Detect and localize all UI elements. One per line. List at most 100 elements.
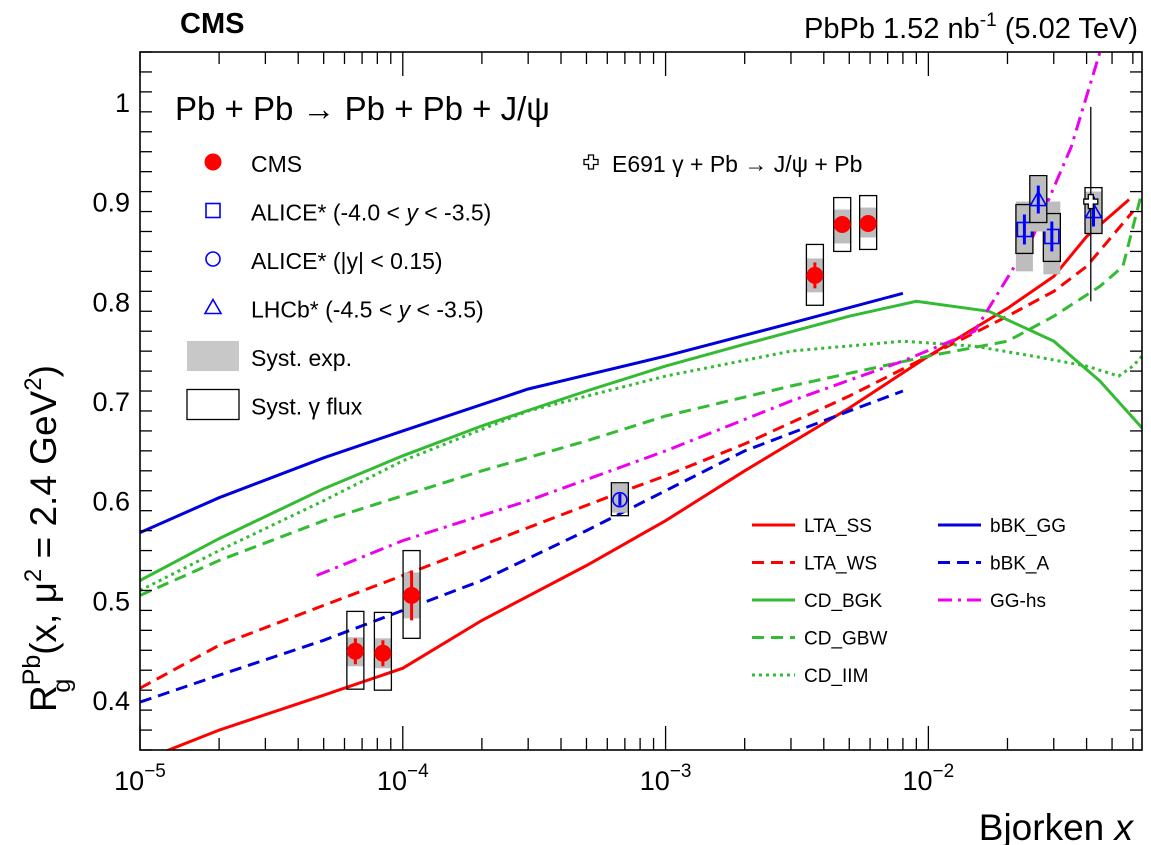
point-0-0-syst-flux: [346, 610, 365, 690]
x-tick-label: 10−2: [903, 761, 955, 796]
y-label-args-a: (x, μ: [23, 582, 64, 655]
curve-gg-hs: [316, 52, 1102, 577]
legend-marker-3: [203, 297, 223, 315]
legend-marker-2: [205, 251, 221, 267]
legend-label-3: LHCb* (-4.5 < y < -3.5): [251, 297, 484, 323]
y-label-sub: g: [48, 679, 76, 693]
point-0-3-syst-flux: [805, 243, 825, 306]
point-0-1-syst-flux: [373, 611, 393, 691]
x-tick-exp: −3: [670, 761, 692, 782]
data-points: [346, 106, 1103, 691]
legend-data: CMS ALICE* (-4.0 < y < -3.5) ALICE* (|y| <…: [186, 151, 491, 421]
legend-label-b: < -3.5): [410, 297, 484, 323]
curve-bbk-a: [140, 389, 904, 704]
point-0-5-syst-flux: [859, 194, 878, 251]
legend-model-label-l0: LTA_SS: [804, 516, 872, 537]
point-2-0-syst-flux: [610, 482, 630, 517]
x-tick-mant: 10: [114, 766, 144, 796]
x-axis-label-var: x: [1113, 807, 1135, 845]
point-1-1-syst-flux: [1042, 212, 1061, 263]
model-curves: [140, 52, 1142, 750]
point-0-0: [346, 642, 364, 660]
legend-label-5: Syst. γ flux: [251, 394, 363, 420]
x-tick-exp: −2: [933, 761, 955, 782]
point-3-1: [1084, 201, 1103, 219]
y-tick-label: 0.7: [92, 387, 130, 417]
lumi-main: PbPb 1.52 nb: [804, 13, 980, 45]
point-1-1: [1044, 228, 1060, 245]
curve-lta-ws: [140, 210, 1135, 690]
y-label-args-b: = 2.4 GeV: [23, 390, 64, 568]
y-tick-label: 1: [115, 88, 130, 118]
y-label-sq: 2: [20, 569, 47, 582]
legend-label-a: ALICE* (|y| < 0.15): [251, 248, 443, 274]
x-axis-label-main: Bjorken: [979, 807, 1115, 845]
legend-models: LTA_SS LTA_WS CD_BGK CD_GBW CD_IIM bBK_GG bBK_…: [752, 516, 1066, 687]
legend-model-label-l3: CD_GBW: [804, 629, 887, 650]
y-axis-label: RPbg(x, μ2 = 2.4 GeV2): [18, 365, 76, 712]
plot-frame: [139, 51, 1143, 751]
curve-cd-gbw: [140, 191, 1142, 597]
legend-label-b: < -3.5): [418, 200, 492, 226]
y-tick-label: 0.5: [92, 586, 130, 616]
curve-bbk-gg: [140, 291, 904, 534]
legend-label-i: y: [397, 297, 412, 323]
y-tick-label: 0.4: [92, 686, 130, 716]
x-tick-mant: 10: [377, 766, 407, 796]
legend-label-1: ALICE* (-4.0 < y < -3.5): [251, 200, 491, 226]
point-0-4: [833, 216, 851, 234]
point-3-1-syst-flux: [1084, 186, 1103, 235]
legend-model-label-l4: CD_IIM: [804, 666, 868, 687]
x-tick-exp: −4: [407, 761, 429, 782]
y-tick-label: 0.9: [92, 188, 130, 218]
x-tick-exp: −5: [144, 761, 166, 782]
curve-lta-ss: [164, 198, 1130, 750]
legend-label-a: ALICE* (-4.0 <: [251, 200, 406, 226]
legend-label-0: CMS: [251, 151, 302, 177]
x-tick-mant: 10: [640, 766, 670, 796]
legend-model-label-r1: bBK_A: [990, 554, 1049, 575]
point-2-0: [612, 491, 628, 508]
luminosity-energy-label: PbPb 1.52 nb-1 (5.02 TeV): [804, 10, 1138, 45]
y-tick-label: 0.8: [92, 287, 130, 317]
point-4-0: [1083, 193, 1099, 210]
x-tick-label: 10−4: [377, 761, 429, 796]
y-label-sq2: 2: [20, 377, 47, 390]
legend-e691-marker: [583, 154, 599, 170]
x-tick-mant: 10: [903, 766, 933, 796]
plot-title: Pb + Pb → Pb + Pb + J/ψ: [175, 90, 550, 127]
legend-model-label-r2: GG-hs: [990, 591, 1046, 612]
legend-e691: E691 γ + Pb → J/ψ + Pb: [583, 151, 862, 177]
legend-label-a: LHCb* (-4.5 <: [251, 297, 399, 323]
axes: 10−5 10−4 10−3 10−20.40.50.60.70.80.91: [92, 51, 1143, 796]
legend-label-i: y: [404, 200, 419, 226]
lumi-sup: -1: [980, 10, 997, 31]
x-tick-label: 10−3: [640, 761, 692, 796]
curve-cd-bgk: [140, 299, 1142, 582]
legend-model-label-l1: LTA_WS: [804, 554, 877, 575]
point-0-1: [374, 644, 392, 662]
y-label-base: R: [23, 685, 64, 712]
point-0-2-syst-flux: [402, 549, 421, 639]
legend-label-4: Syst. exp.: [251, 345, 352, 371]
legend-label-2: ALICE* (|y| < 0.15): [251, 248, 443, 274]
y-label-args-c: ): [23, 365, 64, 377]
point-3-0: [1028, 189, 1048, 207]
legend-marker-0: [204, 153, 222, 171]
legend-marker-5: [186, 388, 240, 421]
x-axis-label: Bjorken x: [979, 807, 1135, 845]
curve-cd-iim: [140, 339, 1142, 592]
lumi-energy: (5.02 TeV): [997, 13, 1138, 45]
point-3-0-syst-flux: [1029, 174, 1048, 224]
legend-model-label-l2: CD_BGK: [804, 591, 882, 612]
point-0-5: [859, 215, 877, 233]
y-label-sup: Pb: [18, 655, 46, 686]
legend-e691-label: E691 γ + Pb → J/ψ + Pb: [612, 151, 862, 177]
legend-marker-1: [205, 202, 221, 219]
point-0-2: [403, 586, 421, 604]
point-0-3: [806, 266, 824, 284]
y-tick-label: 0.6: [92, 487, 130, 517]
legend-model-label-r0: bBK_GG: [990, 516, 1066, 537]
experiment-label: CMS: [180, 8, 244, 40]
